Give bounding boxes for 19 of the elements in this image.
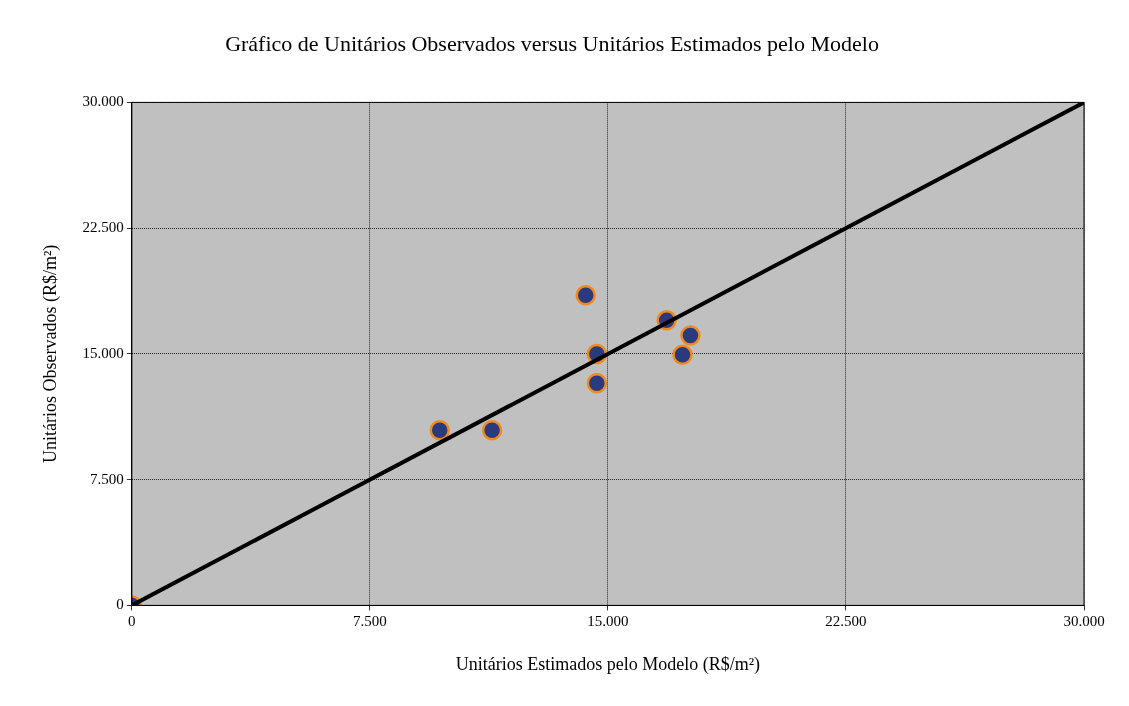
y-tick-label: 7.500 [90, 470, 124, 487]
x-tick-label: 7.500 [353, 613, 387, 630]
point [672, 344, 693, 365]
y-axis-title: Unitários Observados (R$/m²) [39, 244, 61, 464]
chart-title: Gráfico de Unitários Observados versus Unitários Estimados pelo Modelo [225, 30, 879, 56]
x-tick-label: 0 [128, 613, 136, 630]
x-tick-label: 15.000 [587, 613, 629, 630]
point [481, 419, 503, 441]
point [575, 284, 596, 306]
x-tick-label: 30.000 [1063, 613, 1105, 630]
y-tick-label: 22.500 [82, 219, 124, 236]
point [586, 372, 608, 394]
point [680, 325, 701, 346]
x-tick-label: 22.500 [825, 613, 867, 630]
y-tick-label: 30.000 [82, 93, 124, 110]
point [429, 419, 450, 441]
y-tick-label: 0 [116, 596, 124, 613]
x-axis-title: Unitários Estimados pelo Modelo (R$/m²) [455, 653, 761, 675]
y-tick-label: 15.000 [82, 344, 124, 361]
